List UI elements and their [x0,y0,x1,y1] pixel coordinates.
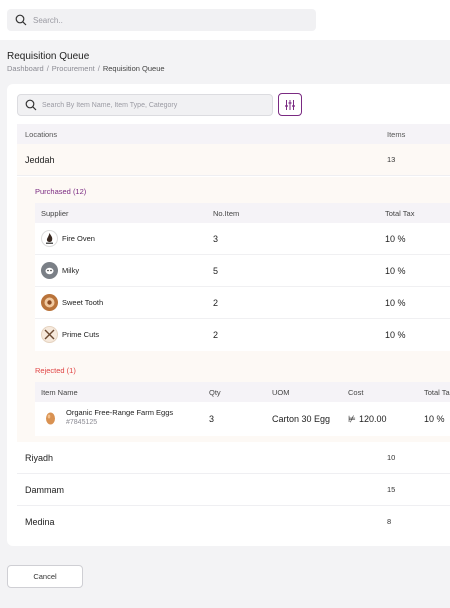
supplier-no-item: 2 [213,330,219,340]
global-search-input[interactable]: Search.. [7,9,316,31]
requisition-card: Search By Item Name, Item Type, Category… [7,84,450,546]
column-uom: UOM [272,388,290,397]
rejected-item-code: #7845125 [66,419,98,426]
rejected-table: Item Name Qty UOM Cost Total Ta Organic … [35,382,450,436]
location-row-dammam[interactable]: Dammam 15 [17,474,450,506]
item-search-input[interactable]: Search By Item Name, Item Type, Category [17,94,273,116]
rejected-item-uom: Carton 30 Egg [272,414,331,424]
breadcrumb-separator: / [97,64,100,73]
breadcrumb-dashboard[interactable]: Dashboard [7,64,44,73]
rejected-item-row[interactable]: Organic Free-Range Farm Eggs #7845125 3 … [35,402,450,436]
cancel-button[interactable]: Cancel [7,565,83,588]
sliders-icon [285,99,295,110]
fire-oven-logo-icon [41,230,58,247]
jeddah-details-panel: Purchased (12) Supplier No.Item Total Ta… [17,177,450,442]
location-items-count: 15 [387,485,396,494]
column-items: Items [387,130,406,139]
rejected-item-cost: 120.00 [359,414,387,424]
global-search-placeholder: Search.. [33,15,63,25]
filter-button[interactable] [278,93,302,116]
location-name: Jeddah [25,155,55,165]
rejected-label: Rejected (1) [35,366,76,375]
column-no-item: No.Item [213,209,240,218]
rejected-item-qty: 3 [209,414,215,424]
location-items-count: 10 [387,453,396,462]
supplier-name: Sweet Tooth [62,298,104,307]
supplier-tax: 10 % [385,330,406,340]
page-title: Requisition Queue [7,51,90,62]
search-icon [25,99,37,111]
supplier-name: Prime Cuts [62,330,100,339]
column-locations: Locations [25,130,58,139]
rejected-table-header: Item Name Qty UOM Cost Total Ta [35,382,450,402]
supplier-row[interactable]: Prime Cuts 2 10 % [35,319,450,351]
purchased-table-header: Supplier No.Item Total Tax [35,203,450,223]
supplier-row[interactable]: Fire Oven 3 10 % [35,223,450,255]
breadcrumb-current: Requisition Queue [102,64,165,73]
purchased-table: Supplier No.Item Total Tax Fire Oven 3 1… [35,203,450,351]
supplier-name: Fire Oven [62,234,95,243]
supplier-tax: 10 % [385,234,406,244]
location-row-jeddah[interactable]: Jeddah 13 [17,144,450,176]
prime-cuts-logo-icon [41,326,58,343]
breadcrumb-separator: / [46,64,49,73]
locations-table-header: Locations Items [17,124,450,144]
sweet-tooth-logo-icon [41,294,58,311]
column-total-tax: Total Tax [385,209,415,218]
column-supplier: Supplier [41,209,69,218]
supplier-no-item: 3 [213,234,219,244]
location-items-count: 8 [387,517,392,526]
location-name: Dammam [25,485,65,495]
purchased-label: Purchased (12) [35,187,87,196]
supplier-row[interactable]: Sweet Tooth 2 10 % [35,287,450,319]
supplier-tax: 10 % [385,298,406,308]
milky-logo-icon [41,262,58,279]
location-name: Medina [25,517,55,527]
location-row-riyadh[interactable]: Riyadh 10 [17,442,450,474]
item-search-placeholder: Search By Item Name, Item Type, Category [42,101,178,109]
location-items-count: 13 [387,155,396,164]
currency-icon: ⊭ [348,414,356,424]
breadcrumb: Dashboard / Procurement / Requisition Qu… [7,64,165,73]
location-row-medina[interactable]: Medina 8 [17,506,450,538]
supplier-no-item: 2 [213,298,219,308]
location-name: Riyadh [25,453,54,463]
column-total-tax: Total Ta [424,388,450,397]
column-item-name: Item Name [41,388,78,397]
breadcrumb-procurement[interactable]: Procurement [51,64,95,73]
supplier-no-item: 5 [213,266,219,276]
column-qty: Qty [209,388,221,397]
column-cost: Cost [348,388,364,397]
supplier-name: Milky [62,266,80,275]
supplier-tax: 10 % [385,266,406,276]
supplier-row[interactable]: Milky 5 10 % [35,255,450,287]
rejected-item-tax: 10 % [424,414,445,424]
top-bar: Search.. [0,0,450,40]
rejected-item-name: Organic Free-Range Farm Eggs [66,408,174,417]
egg-icon [46,412,55,425]
search-icon [15,14,27,26]
